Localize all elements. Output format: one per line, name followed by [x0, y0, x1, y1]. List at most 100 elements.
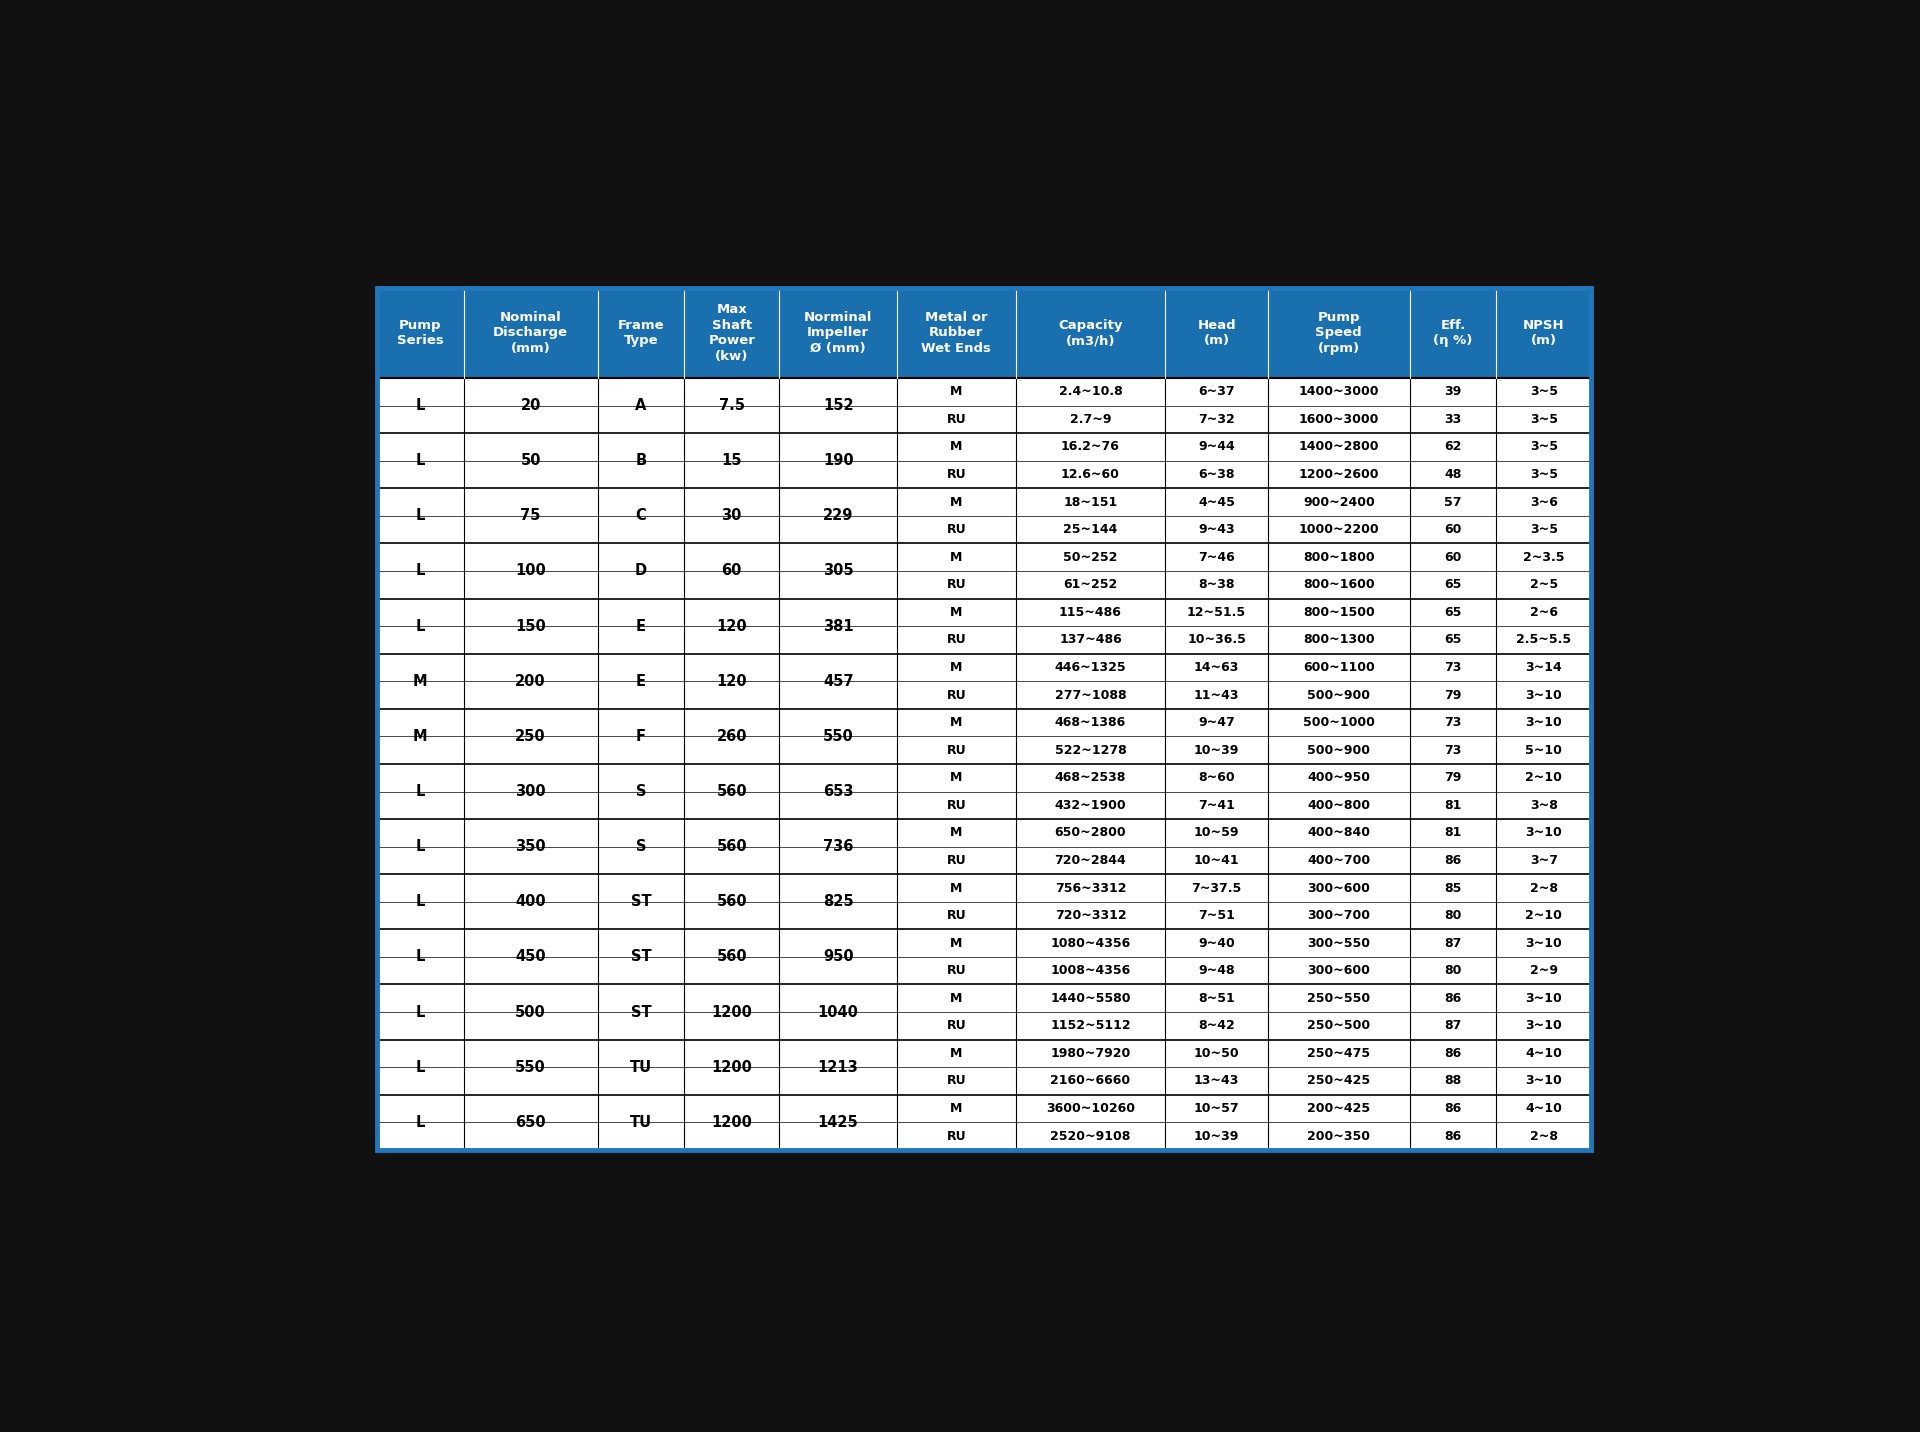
- Bar: [376, 288, 1592, 1150]
- Text: 450: 450: [515, 949, 545, 964]
- Text: 1040: 1040: [818, 1005, 858, 1020]
- Text: 1600~3000: 1600~3000: [1298, 412, 1379, 425]
- Text: 5~10: 5~10: [1524, 743, 1563, 756]
- Text: 73: 73: [1444, 716, 1461, 729]
- Text: 468~2538: 468~2538: [1054, 772, 1127, 785]
- Text: 500~900: 500~900: [1308, 689, 1371, 702]
- Text: L: L: [415, 619, 424, 633]
- Text: 300: 300: [515, 785, 545, 799]
- Text: RU: RU: [947, 633, 966, 646]
- Text: L: L: [415, 1005, 424, 1020]
- Text: 79: 79: [1444, 689, 1461, 702]
- Text: 200~425: 200~425: [1308, 1103, 1371, 1116]
- Text: M: M: [950, 551, 962, 564]
- Text: 10~59: 10~59: [1194, 826, 1238, 839]
- Text: 250~475: 250~475: [1308, 1047, 1371, 1060]
- Text: 522~1278: 522~1278: [1054, 743, 1127, 756]
- Text: 10~39: 10~39: [1194, 1130, 1238, 1143]
- Text: RU: RU: [947, 468, 966, 481]
- Text: M: M: [950, 882, 962, 895]
- Text: RU: RU: [947, 964, 966, 977]
- Text: 500~900: 500~900: [1308, 743, 1371, 756]
- Text: 65: 65: [1444, 579, 1461, 591]
- Text: TU: TU: [630, 1060, 653, 1074]
- Text: M: M: [950, 1047, 962, 1060]
- Text: 9~44: 9~44: [1198, 441, 1235, 454]
- Text: 8~42: 8~42: [1198, 1020, 1235, 1032]
- Text: 650~2800: 650~2800: [1054, 826, 1127, 839]
- Text: 560: 560: [716, 839, 747, 853]
- Text: 2160~6660: 2160~6660: [1050, 1074, 1131, 1087]
- Text: 550: 550: [515, 1060, 545, 1074]
- Text: 12.6~60: 12.6~60: [1062, 468, 1119, 481]
- Text: 1400~2800: 1400~2800: [1298, 441, 1379, 454]
- Text: 3~10: 3~10: [1524, 689, 1563, 702]
- Text: 1000~2200: 1000~2200: [1298, 523, 1379, 536]
- Text: 20: 20: [520, 398, 541, 412]
- Text: 3~10: 3~10: [1524, 1074, 1563, 1087]
- Text: 1980~7920: 1980~7920: [1050, 1047, 1131, 1060]
- Text: 1200~2600: 1200~2600: [1298, 468, 1379, 481]
- Text: 2.4~10.8: 2.4~10.8: [1058, 385, 1123, 398]
- Text: 11~43: 11~43: [1194, 689, 1238, 702]
- Text: 1200: 1200: [710, 1060, 753, 1074]
- Text: 2.5~5.5: 2.5~5.5: [1517, 633, 1571, 646]
- Text: 7~46: 7~46: [1198, 551, 1235, 564]
- Text: 4~10: 4~10: [1524, 1047, 1563, 1060]
- Text: 75: 75: [520, 508, 541, 523]
- Text: 756~3312: 756~3312: [1054, 882, 1127, 895]
- Text: NPSH
(m): NPSH (m): [1523, 318, 1565, 347]
- Text: 600~1100: 600~1100: [1304, 662, 1375, 674]
- Text: Nominal
Discharge
(mm): Nominal Discharge (mm): [493, 311, 568, 355]
- Text: RU: RU: [947, 1074, 966, 1087]
- Text: Head
(m): Head (m): [1198, 318, 1236, 347]
- Text: RU: RU: [947, 579, 966, 591]
- Text: 800~1500: 800~1500: [1304, 606, 1375, 619]
- Text: L: L: [415, 398, 424, 412]
- Text: 86: 86: [1444, 853, 1461, 866]
- Text: 1400~3000: 1400~3000: [1298, 385, 1379, 398]
- Text: L: L: [415, 564, 424, 579]
- Text: 381: 381: [824, 619, 854, 633]
- Text: 65: 65: [1444, 606, 1461, 619]
- Text: D: D: [636, 564, 647, 579]
- Text: S: S: [636, 839, 647, 853]
- Text: M: M: [413, 729, 428, 743]
- Text: RU: RU: [947, 743, 966, 756]
- Text: 79: 79: [1444, 772, 1461, 785]
- Text: 300~600: 300~600: [1308, 882, 1371, 895]
- Text: RU: RU: [947, 1130, 966, 1143]
- Text: 2~8: 2~8: [1530, 1130, 1557, 1143]
- Text: 3600~10260: 3600~10260: [1046, 1103, 1135, 1116]
- Text: 137~486: 137~486: [1060, 633, 1121, 646]
- Text: 3~10: 3~10: [1524, 992, 1563, 1005]
- Text: 16.2~76: 16.2~76: [1062, 441, 1119, 454]
- Text: 500: 500: [515, 1005, 545, 1020]
- Text: 2520~9108: 2520~9108: [1050, 1130, 1131, 1143]
- Text: 50~252: 50~252: [1064, 551, 1117, 564]
- Text: 85: 85: [1444, 882, 1461, 895]
- Text: 720~2844: 720~2844: [1054, 853, 1127, 866]
- Text: 300~550: 300~550: [1308, 937, 1371, 949]
- Text: A: A: [636, 398, 647, 412]
- Text: 800~1800: 800~1800: [1304, 551, 1375, 564]
- Text: 720~3312: 720~3312: [1054, 909, 1127, 922]
- Text: M: M: [950, 716, 962, 729]
- Text: 18~151: 18~151: [1064, 495, 1117, 508]
- Text: F: F: [636, 729, 645, 743]
- Text: 2~3.5: 2~3.5: [1523, 551, 1565, 564]
- Text: 446~1325: 446~1325: [1054, 662, 1127, 674]
- Text: 250~550: 250~550: [1308, 992, 1371, 1005]
- Text: M: M: [950, 495, 962, 508]
- Text: 3~8: 3~8: [1530, 799, 1557, 812]
- Text: 15: 15: [722, 454, 741, 468]
- Text: 1080~4356: 1080~4356: [1050, 937, 1131, 949]
- Text: 120: 120: [716, 674, 747, 689]
- Text: L: L: [415, 839, 424, 853]
- Text: 12~51.5: 12~51.5: [1187, 606, 1246, 619]
- Text: M: M: [950, 662, 962, 674]
- Text: 60: 60: [722, 564, 741, 579]
- Text: 8~51: 8~51: [1198, 992, 1235, 1005]
- Text: 80: 80: [1444, 909, 1461, 922]
- Text: RU: RU: [947, 909, 966, 922]
